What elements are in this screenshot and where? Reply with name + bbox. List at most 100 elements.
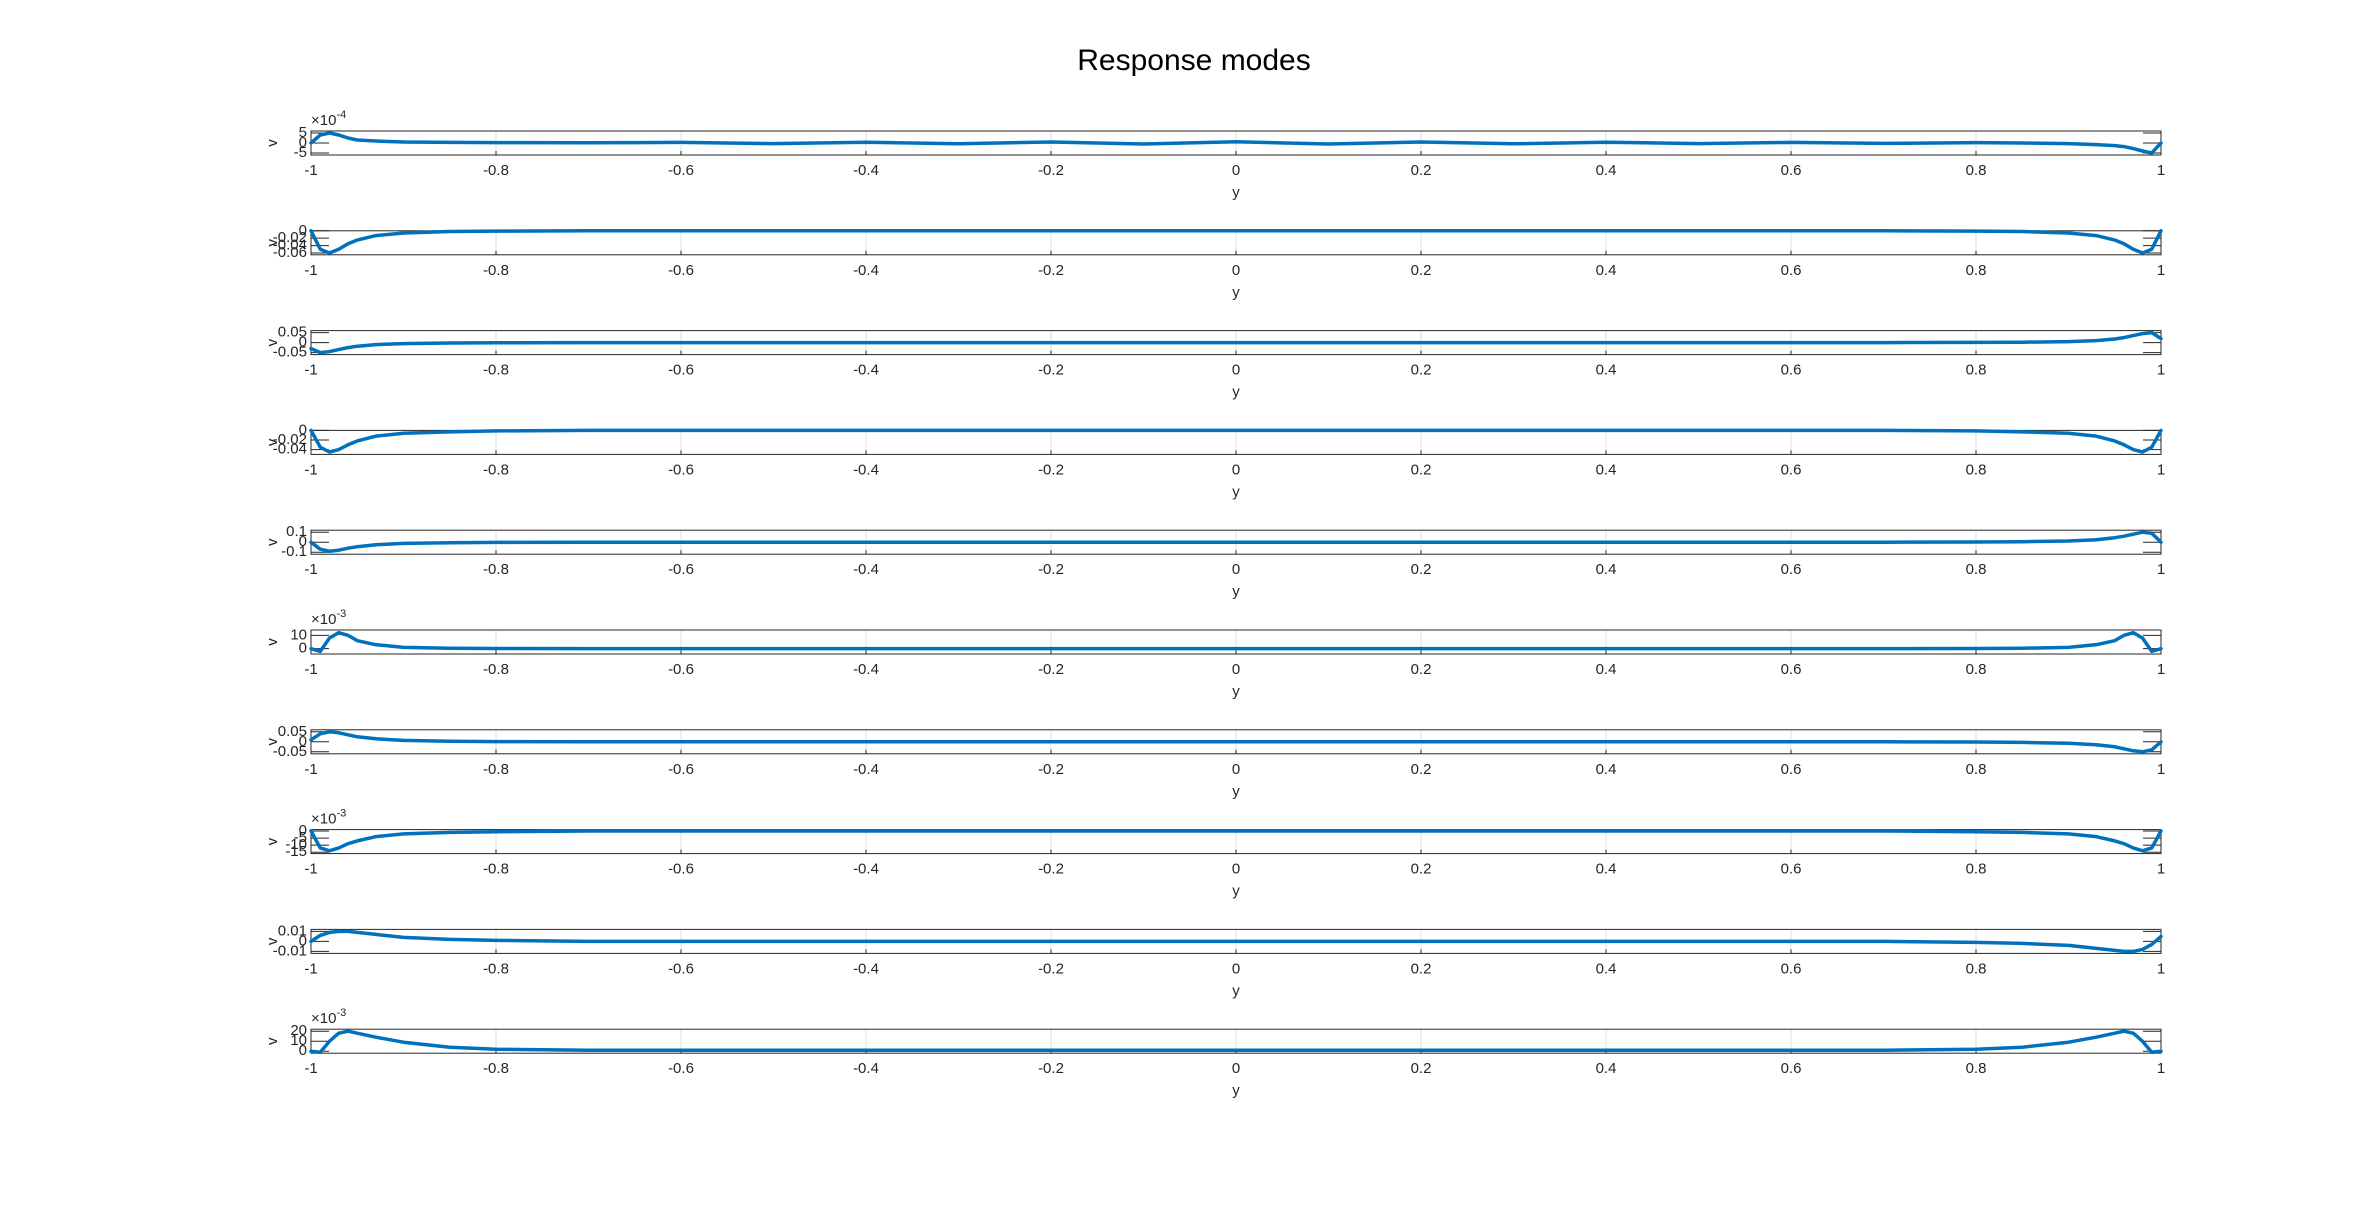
x-tick-label: 0 [1232,1060,1240,1077]
y-tick-label: -0.04 [273,441,307,458]
y-tick-label: 0 [299,134,307,151]
x-tick-label: -0.4 [853,362,879,379]
x-tick-label: -1 [304,960,317,977]
y-axis-label: v [264,139,281,147]
x-tick-label: -1 [304,362,317,379]
y-axis-label: v [264,738,281,746]
x-tick-label: -0.2 [1038,461,1064,478]
x-tick-label: 0.2 [1411,861,1432,878]
x-tick-label: -0.4 [853,262,879,279]
data-line [309,428,2163,454]
x-axis-label: y [1232,583,1240,600]
data-line [309,630,2163,654]
y-exponent-base: ×10 [311,811,336,828]
x-tick-label: -1 [304,561,317,578]
x-tick-label: -0.4 [853,1060,879,1077]
x-axis-label: y [1232,483,1240,500]
x-tick-label: -0.6 [668,861,694,878]
x-tick-label: -0.8 [483,960,509,977]
x-tick-label: -0.8 [483,162,509,179]
x-tick-label: 0.2 [1411,960,1432,977]
y-axis-label: v [264,837,281,845]
x-tick-label: 0.4 [1596,461,1617,478]
x-tick-label: 1 [2157,162,2165,179]
y-axis-label: v [264,338,281,346]
y-tick-label: 0 [299,932,307,949]
y-tick-label: -0.04 [273,237,307,254]
x-tick-label: -0.8 [483,661,509,678]
x-tick-label: 0.2 [1411,1060,1432,1077]
y-tick-label: 5 [299,124,307,141]
y-exponent-label: ×10-3 [311,1007,346,1027]
x-axis-label: y [1232,982,1240,999]
data-line [309,929,2163,954]
x-tick-label: -0.4 [853,861,879,878]
x-tick-label: 0.4 [1596,162,1617,179]
y-tick-label: 20 [290,1022,307,1039]
x-tick-label: -0.6 [668,960,694,977]
x-tick-label: -0.2 [1038,362,1064,379]
data-line [309,229,2163,255]
y-exponent-base: ×10 [311,1010,336,1027]
y-tick-label: 0 [299,222,307,239]
x-tick-label: -1 [304,861,317,878]
x-tick-label: 0.4 [1596,761,1617,778]
y-axis-label: v [264,438,281,446]
x-tick-label: 0.6 [1781,761,1802,778]
y-exponent-power: -4 [336,109,346,121]
x-tick-label: 0.8 [1966,162,1987,179]
y-tick-label: 0 [299,334,307,351]
x-tick-label: 0.8 [1966,960,1987,977]
y-tick-label: -5 [294,144,307,161]
x-tick-label: -0.4 [853,561,879,578]
x-tick-label: 0.6 [1781,661,1802,678]
x-tick-label: 1 [2157,1060,2165,1077]
data-line [309,829,2163,853]
y-tick-label: 0 [299,1042,307,1059]
y-axis-label: v [264,1037,281,1045]
x-tick-label: 1 [2157,761,2165,778]
x-tick-label: -0.6 [668,561,694,578]
x-tick-label: 0 [1232,960,1240,977]
x-tick-label: -0.8 [483,761,509,778]
x-tick-label: 0.4 [1596,960,1617,977]
x-tick-label: 0.8 [1966,262,1987,279]
x-tick-label: 0.8 [1966,761,1987,778]
x-tick-label: -0.6 [668,1060,694,1077]
x-tick-label: 1 [2157,960,2165,977]
y-exponent-base: ×10 [311,112,336,129]
y-tick-label: 0 [299,822,307,839]
x-tick-label: 0.8 [1966,661,1987,678]
x-tick-label: 0.2 [1411,162,1432,179]
x-tick-label: 0 [1232,362,1240,379]
y-exponent-label: ×10-3 [311,808,346,828]
x-tick-label: 0 [1232,661,1240,678]
y-tick-label: -0.06 [273,244,307,261]
x-tick-label: -0.6 [668,661,694,678]
x-tick-label: 0.8 [1966,561,1987,578]
y-tick-label: -10 [285,836,307,853]
x-tick-label: 0.6 [1781,861,1802,878]
y-tick-label: 0.1 [286,523,307,540]
y-tick-label: -0.02 [273,229,307,246]
x-tick-label: 0.6 [1781,960,1802,977]
y-exponent-base: ×10 [311,611,336,628]
y-axis-label: v [264,638,281,646]
x-tick-label: 0 [1232,461,1240,478]
x-axis-label: y [1232,883,1240,900]
y-tick-label: 0.05 [278,723,307,740]
x-tick-label: 0.4 [1596,561,1617,578]
x-tick-label: 0.6 [1781,262,1802,279]
x-tick-label: -0.2 [1038,262,1064,279]
x-tick-label: -0.8 [483,461,509,478]
y-tick-label: -15 [285,843,307,860]
x-tick-label: -0.2 [1038,861,1064,878]
x-tick-label: -1 [304,761,317,778]
y-tick-label: 0 [299,640,307,657]
y-tick-label: 0.01 [278,922,307,939]
x-tick-label: -0.4 [853,761,879,778]
x-tick-label: 0.8 [1966,461,1987,478]
x-tick-label: 0.2 [1411,362,1432,379]
